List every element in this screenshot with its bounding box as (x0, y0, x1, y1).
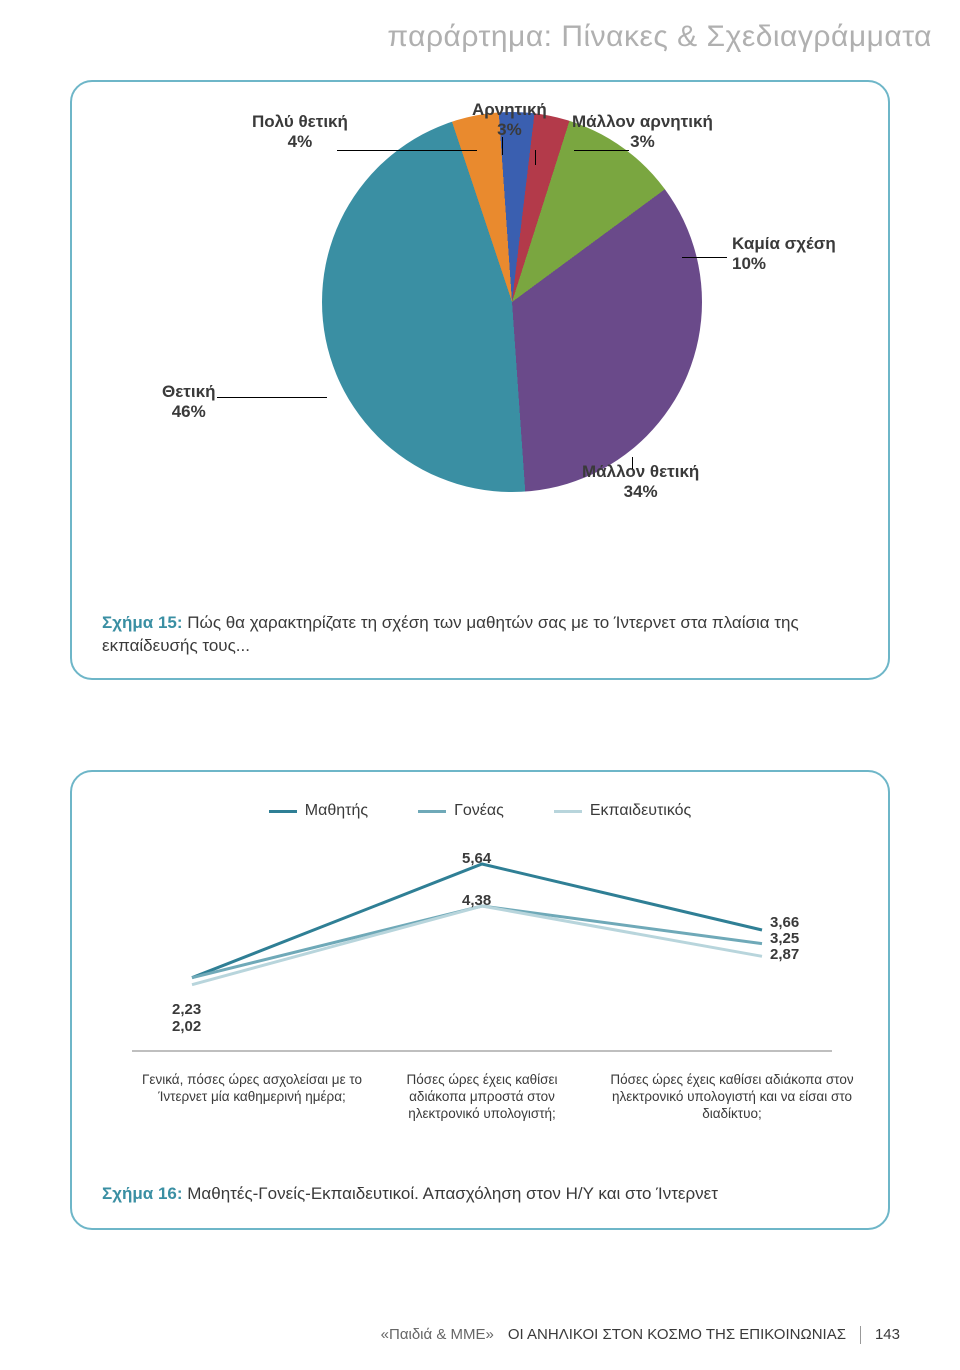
line-legend: Μαθητής Γονέας Εκπαιδευτικός (72, 802, 888, 820)
pie-label-thetiki: Θετική 46% (162, 382, 215, 423)
pie-chart (322, 112, 702, 492)
footer-book: «Παιδιά & ΜΜΕ» (381, 1326, 494, 1343)
value-label: 5,64 (462, 850, 491, 867)
value-label: 2,87 (770, 946, 799, 963)
pie-label-mallon-arnitiki: Μάλλον αρνητική 3% (572, 112, 713, 153)
x-axis (132, 1050, 832, 1052)
value-label: 3,66 (770, 914, 799, 931)
pie (322, 112, 702, 492)
value-label: 2,23 (172, 1001, 201, 1018)
value-label: 4,38 (462, 892, 491, 909)
footer-section: ΟΙ ΑΝΗΛΙΚΟΙ ΣΤΟΝ ΚΟΣΜΟ ΤΗΣ ΕΠΙΚΟΙΝΩΝΙΑΣ (508, 1326, 846, 1343)
page-title: παράρτημα: Πίνακες & Σχεδιαγράμματα (387, 20, 932, 54)
pie-chart-card: Πολύ θετική 4% Αρνητική 3% Μάλλον αρνητι… (70, 80, 890, 680)
leader-line (682, 257, 727, 258)
legend-label: Μαθητής (305, 802, 368, 820)
pie-caption-text: Πώς θα χαρακτηρίζατε τη σχέση των μαθητώ… (102, 613, 799, 655)
footer-separator (860, 1326, 861, 1344)
legend-label: Εκπαιδευτικός (590, 802, 691, 820)
x-category: Πόσες ώρες έχεις καθίσει αδιάκοπα μπροστ… (382, 1072, 582, 1123)
legend-swatch (269, 810, 297, 813)
leader-line (337, 150, 477, 151)
page-number: 143 (875, 1326, 900, 1343)
pie-caption: Σχήμα 15: Πώς θα χαρακτηρίζατε τη σχέση … (102, 612, 888, 658)
line-caption-prefix: Σχήμα 16: (102, 1184, 183, 1203)
legend-item: Μαθητής (269, 802, 368, 820)
x-category: Πόσες ώρες έχεις καθίσει αδιάκοπα στον η… (602, 1072, 862, 1123)
leader-line (632, 457, 633, 469)
line-plot-svg (132, 852, 832, 1052)
pie-label-poly-thetiki: Πολύ θετική 4% (252, 112, 348, 153)
legend-swatch (554, 810, 582, 813)
pie-caption-prefix: Σχήμα 15: (102, 613, 183, 632)
line-caption: Σχήμα 16: Μαθητές-Γονείς-Εκπαιδευτικοί. … (102, 1184, 718, 1204)
value-label: 2,02 (172, 1018, 201, 1035)
legend-item: Εκπαιδευτικός (554, 802, 691, 820)
legend-label: Γονέας (454, 802, 504, 820)
line-plot: 2,23 2,02 5,64 4,38 3,66 3,25 2,87 (132, 852, 832, 1052)
line-chart-card: Μαθητής Γονέας Εκπαιδευτικός 2,23 2,02 5… (70, 770, 890, 1230)
x-category: Γενικά, πόσες ώρες ασχολείσαι με το Ίντε… (142, 1072, 362, 1106)
value-label: 3,25 (770, 930, 799, 947)
leader-line (535, 150, 536, 165)
leader-line (574, 150, 629, 151)
legend-item: Γονέας (418, 802, 504, 820)
leader-line (217, 397, 327, 398)
pie-label-mallon-thetiki: Μάλλον θετική 34% (582, 462, 699, 503)
leader-line (502, 137, 503, 155)
pie-label-kamia-sxesi: Καμία σχέση 10% (732, 234, 836, 275)
legend-swatch (418, 810, 446, 813)
pie-label-arnitiki: Αρνητική 3% (472, 100, 547, 141)
page-footer: «Παιδιά & ΜΜΕ» ΟΙ ΑΝΗΛΙΚΟΙ ΣΤΟΝ ΚΟΣΜΟ ΤΗ… (381, 1326, 900, 1344)
line-caption-text: Μαθητές-Γονείς-Εκπαιδευτικοί. Απασχόληση… (187, 1184, 718, 1203)
